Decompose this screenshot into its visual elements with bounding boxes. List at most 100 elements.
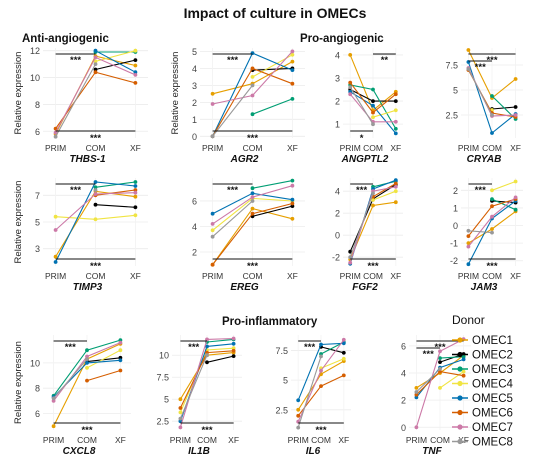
sig-prim-com-top-label: *** bbox=[70, 55, 81, 66]
data-point-omec1 bbox=[290, 216, 295, 221]
data-point-omec1 bbox=[178, 397, 183, 402]
data-point-omec8 bbox=[205, 353, 209, 358]
data-point-omec1 bbox=[210, 91, 215, 96]
data-point-omec7 bbox=[210, 102, 215, 106]
data-point-omec8 bbox=[51, 396, 56, 401]
data-point-omec8 bbox=[371, 191, 375, 196]
data-point-omec7 bbox=[133, 73, 138, 77]
y-tick-label: 3 bbox=[192, 81, 197, 91]
data-point-omec6 bbox=[296, 413, 301, 418]
gene-label: TNF bbox=[422, 446, 442, 457]
section-label-pro-angiogenic: Pro-angiogenic bbox=[300, 33, 384, 45]
x-tick-label: PRIM bbox=[340, 143, 361, 153]
data-point-omec6 bbox=[53, 126, 58, 131]
sig-prim-com-top-label: *** bbox=[227, 55, 238, 66]
data-point-omec4 bbox=[133, 48, 138, 53]
x-tick-label: XF bbox=[130, 271, 141, 281]
section-label-anti-angiogenic: Anti-angiogenic bbox=[22, 33, 109, 45]
sig-prim-com-top-label: *** bbox=[304, 342, 315, 353]
y-axis-title: Relative expression bbox=[170, 52, 181, 135]
data-point-omec7 bbox=[85, 354, 89, 359]
y-tick-label: 2.5 bbox=[156, 417, 169, 427]
y-tick-label: -1 bbox=[450, 239, 458, 249]
x-tick-label: COM bbox=[363, 143, 383, 153]
data-point-omec6 bbox=[393, 181, 398, 186]
data-point-omec5 bbox=[393, 131, 398, 136]
sig-prim-xf-bottom-label: *** bbox=[486, 261, 497, 272]
data-point-omec6 bbox=[118, 368, 123, 373]
y-tick-label: 10 bbox=[159, 351, 169, 361]
data-point-omec5 bbox=[205, 344, 209, 349]
sig-prim-xf-bottom-label: *** bbox=[367, 261, 378, 272]
data-point-omec2 bbox=[393, 99, 398, 103]
data-point-omec7 bbox=[438, 349, 442, 354]
data-point-omec8 bbox=[85, 357, 89, 361]
data-point-omec6 bbox=[205, 350, 209, 355]
data-point-omec8 bbox=[490, 113, 494, 117]
data-point-omec7 bbox=[490, 214, 494, 219]
y-tick-label: 8 bbox=[35, 100, 40, 110]
y-tick-label: 6 bbox=[192, 196, 197, 206]
series-line-omec6 bbox=[372, 183, 397, 198]
data-point-omec2 bbox=[341, 350, 346, 355]
x-tick-label: PRIM bbox=[45, 271, 66, 281]
data-point-omec1 bbox=[133, 194, 138, 199]
data-point-omec8 bbox=[93, 188, 98, 192]
data-point-omec5 bbox=[461, 357, 466, 362]
x-tick-label: PRIM bbox=[458, 271, 479, 281]
sig-prim-xf-bottom-label: *** bbox=[247, 261, 258, 272]
y-tick-label: 0 bbox=[192, 132, 197, 142]
y-tick-label: 10 bbox=[30, 358, 40, 368]
data-point-omec2 bbox=[205, 360, 209, 365]
series-line-omec8 bbox=[53, 358, 88, 399]
data-point-omec7 bbox=[250, 93, 255, 98]
data-point-omec7 bbox=[290, 183, 295, 188]
data-point-omec6 bbox=[466, 234, 471, 239]
y-tick-label: 4 bbox=[401, 369, 406, 379]
y-tick-label: 10 bbox=[30, 73, 40, 83]
data-point-omec8 bbox=[296, 425, 301, 430]
data-point-omec7 bbox=[53, 130, 58, 135]
data-point-omec5 bbox=[341, 341, 346, 346]
x-tick-label: COM bbox=[430, 435, 450, 445]
data-point-omec1 bbox=[53, 254, 58, 259]
y-tick-label: 2 bbox=[192, 98, 197, 108]
series-line-omec6 bbox=[95, 189, 136, 196]
data-point-omec5 bbox=[250, 191, 255, 196]
series-line-omec8 bbox=[297, 356, 322, 428]
data-point-omec3 bbox=[250, 186, 255, 191]
sig-prim-com-top-label: *** bbox=[227, 185, 238, 196]
y-tick-label: 5 bbox=[35, 218, 40, 228]
data-point-omec2 bbox=[348, 249, 353, 254]
data-point-omec5 bbox=[319, 342, 323, 347]
data-point-omec6 bbox=[371, 110, 375, 115]
data-point-omec1 bbox=[371, 203, 375, 208]
y-axis-title: Relative expression bbox=[13, 181, 24, 264]
data-point-omec5 bbox=[296, 398, 301, 403]
gene-label: FGF2 bbox=[352, 282, 378, 293]
data-point-omec6 bbox=[393, 92, 398, 97]
data-point-omec5 bbox=[118, 358, 123, 363]
series-line-omec4 bbox=[372, 190, 396, 201]
series-line-omec3 bbox=[491, 198, 516, 211]
data-point-omec5 bbox=[85, 361, 89, 365]
data-point-omec6 bbox=[250, 66, 255, 71]
data-point-omec4 bbox=[53, 214, 58, 219]
data-point-omec6 bbox=[178, 406, 183, 410]
data-point-omec5 bbox=[290, 197, 295, 202]
data-point-omec8 bbox=[93, 62, 98, 66]
data-point-omec6 bbox=[133, 81, 138, 85]
y-tick-label: 3 bbox=[35, 244, 40, 254]
sig-prim-com-top-label: *** bbox=[70, 185, 81, 196]
data-point-omec2 bbox=[231, 354, 236, 358]
sig-prim-com-top-label: *** bbox=[356, 185, 367, 196]
y-tick-label: 6 bbox=[35, 127, 40, 137]
y-tick-label: 2 bbox=[335, 209, 340, 219]
y-tick-label: 3 bbox=[335, 74, 340, 84]
gene-label: IL1B bbox=[188, 446, 210, 457]
sig-prim-com-top-label: *** bbox=[475, 62, 486, 73]
x-tick-label: XF bbox=[458, 435, 469, 445]
sig-prim-com-top-label: *** bbox=[65, 342, 76, 353]
